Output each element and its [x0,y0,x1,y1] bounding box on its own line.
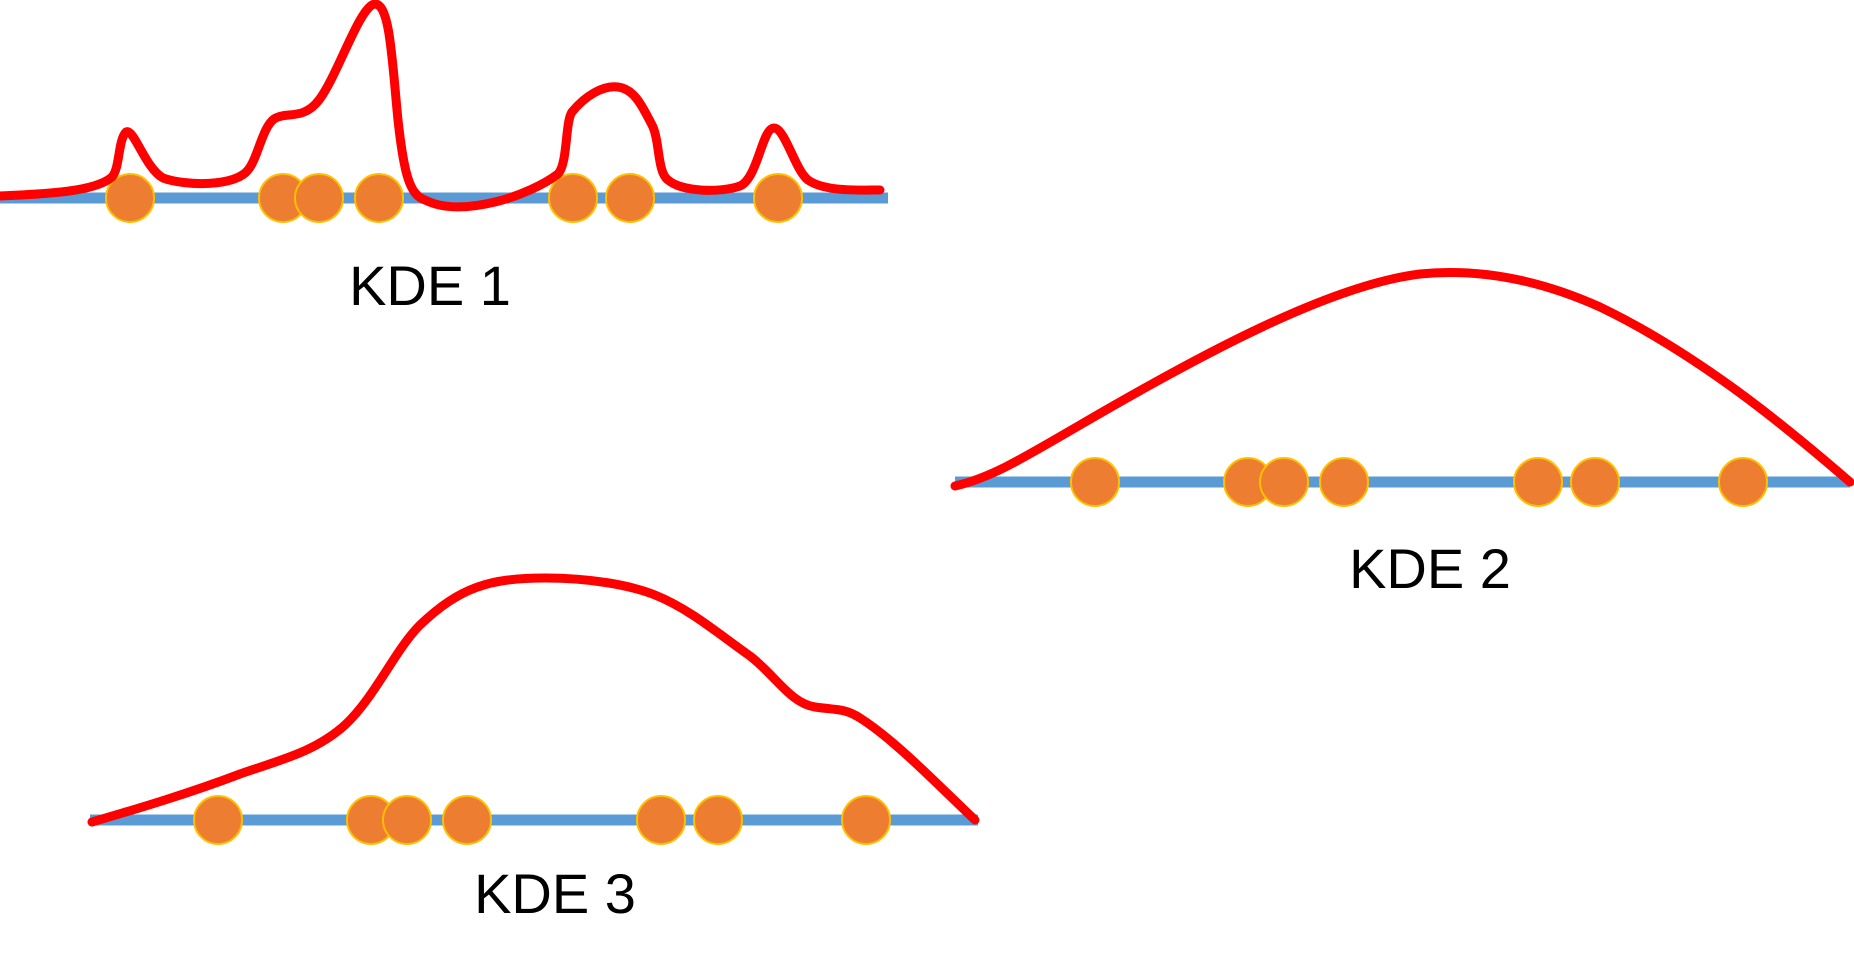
density-curve [950,268,1854,491]
data-points [193,795,891,845]
data-point [1070,457,1120,507]
data-point [382,795,432,845]
data-point [354,173,404,223]
data-point [548,173,598,223]
kde-panel-label: KDE 2 [1349,537,1511,600]
data-point [1570,457,1620,507]
data-point [193,795,243,845]
data-points [105,173,803,223]
data-point [753,173,803,223]
data-point [105,173,155,223]
data-point [841,795,891,845]
data-point [605,173,655,223]
kde-panel-label: KDE 1 [349,254,511,317]
kde-panel-1: KDE 1 [0,0,888,317]
kde-panel-2: KDE 2 [950,268,1854,600]
data-point [1718,457,1768,507]
density-curve [87,573,980,827]
data-points [1070,457,1768,507]
data-point [1259,457,1309,507]
data-point [294,173,344,223]
data-point [636,795,686,845]
kde-panel-3: KDE 3 [87,573,980,925]
data-point [1319,457,1369,507]
data-point [1513,457,1563,507]
data-point [442,795,492,845]
data-point [693,795,743,845]
density-curve [0,0,885,212]
kde-panel-label: KDE 3 [474,862,636,925]
